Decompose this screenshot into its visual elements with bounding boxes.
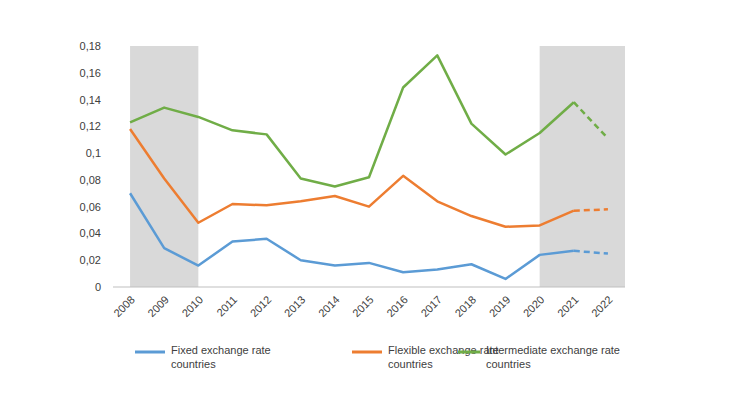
y-tick-label: 0,18 [80,40,101,52]
y-tick [110,260,113,261]
y-tick-label: 0,1 [86,147,101,159]
y-tick [110,153,113,154]
x-tick-label: 2018 [452,293,478,319]
series-line [130,129,574,227]
x-tick-label: 2015 [350,293,376,319]
legend-swatch [135,351,165,354]
chart: 0 0,02 0,04 0,06 0,08 0,1 0,12 0,14 0,16 0,18 2008… [0,0,730,410]
legend-label: Fixed exchange ratecountries [171,344,271,370]
y-tick [110,287,113,288]
y-tick-label: 0,16 [80,67,101,79]
shaded-range [130,46,198,287]
series-line [130,55,574,186]
y-tick [110,126,113,127]
y-tick-label: 0 [95,281,101,293]
x-tick-label: 2022 [589,293,615,319]
x-axis [113,287,625,288]
x-tick-label: 2020 [521,293,547,319]
y-tick [110,46,113,47]
x-tick-label: 2019 [487,293,513,319]
legend-label: Intermediate exchange ratecountries [486,344,620,370]
series-line-forecast [574,251,608,254]
x-tick-label: 2014 [316,293,342,319]
x-tick-label: 2010 [179,293,205,319]
y-tick [110,233,113,234]
series-line [130,193,574,279]
legend-label: Flexible exchange ratecountries [388,344,499,370]
x-tick-label: 2009 [145,293,171,319]
y-tick-label: 0,06 [80,201,101,213]
y-tick [110,206,113,207]
y-tick-label: 0,14 [80,94,101,106]
x-tick-label: 2016 [384,293,410,319]
x-tick-label: 2017 [418,293,444,319]
x-tick-label: 2011 [214,293,239,318]
y-tick-label: 0,12 [80,120,101,132]
y-tick [110,72,113,73]
y-tick [110,179,113,180]
y-tick [110,99,113,100]
y-tick-label: 0,08 [80,174,101,186]
shaded-range [540,46,625,287]
series-line-forecast [574,102,608,138]
x-tick-label: 2021 [555,293,581,319]
series-line-forecast [574,209,608,210]
legend-swatch [352,351,382,354]
y-tick-label: 0,04 [80,227,101,239]
lines [130,55,608,279]
x-tick-label: 2008 [111,293,137,319]
legend-swatch [458,351,480,354]
y-tick-label: 0,02 [80,254,101,266]
x-tick-label: 2012 [248,293,274,319]
x-tick-label: 2013 [282,293,308,319]
